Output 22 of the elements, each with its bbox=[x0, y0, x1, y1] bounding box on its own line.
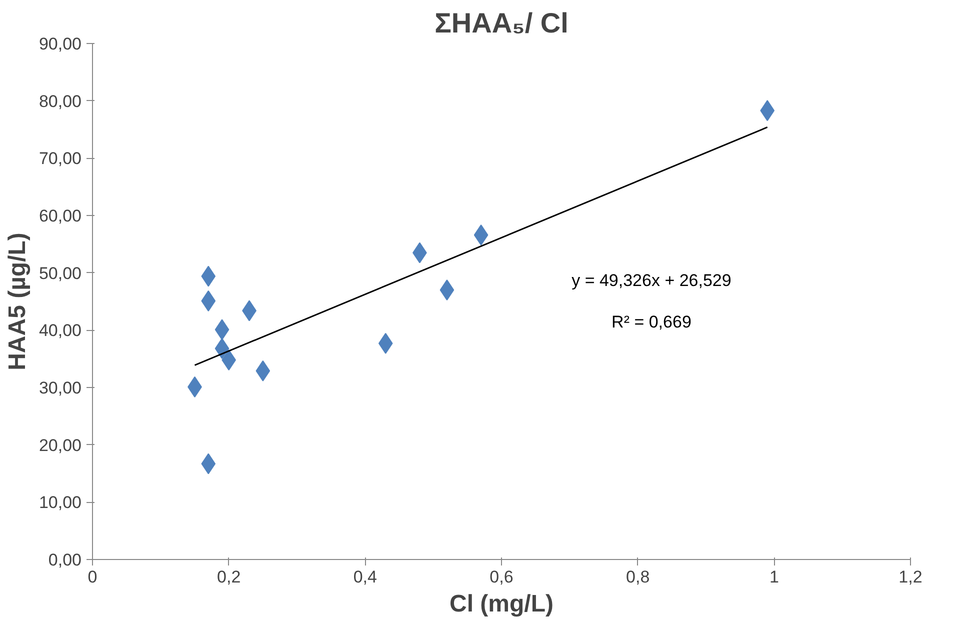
x-tick-label: 0,2 bbox=[217, 568, 241, 586]
y-tick-label: 0,00 bbox=[48, 550, 82, 570]
annotation: y = 49,326x + 26,529 bbox=[572, 271, 732, 290]
x-tick-label: 0,8 bbox=[626, 568, 650, 586]
y-tick-label: 70,00 bbox=[38, 149, 82, 168]
y-tick-label: 40,00 bbox=[38, 321, 82, 340]
chart-title: ΣHAA₅/ Cl bbox=[434, 8, 568, 38]
y-tick-label: 80,00 bbox=[38, 92, 82, 111]
y-tick-label: 50,00 bbox=[38, 264, 82, 283]
x-axis-title: Cl (mg/L) bbox=[450, 590, 554, 618]
y-tick-label: 10,00 bbox=[38, 493, 82, 512]
x-tick-label: 0,4 bbox=[353, 568, 377, 586]
y-tick-label: 90,00 bbox=[38, 34, 82, 54]
annotation: R² = 0,669 bbox=[612, 312, 692, 332]
x-tick-label: 1,2 bbox=[898, 568, 922, 586]
x-tick-label: 0,6 bbox=[490, 568, 514, 586]
y-tick-label: 20,00 bbox=[38, 436, 82, 455]
x-tick-label: 0 bbox=[88, 568, 98, 586]
x-tick-label: 1 bbox=[769, 568, 779, 586]
y-tick-label: 60,00 bbox=[38, 206, 82, 226]
y-tick-label: 30,00 bbox=[38, 378, 82, 398]
y-axis-title: HAA5 (µg/L) bbox=[4, 232, 31, 370]
